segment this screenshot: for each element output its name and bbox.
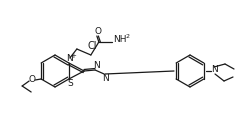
Text: O: O xyxy=(29,75,36,85)
Text: +: + xyxy=(70,53,76,59)
Text: N: N xyxy=(66,54,73,63)
Text: N: N xyxy=(93,61,100,70)
Text: −: − xyxy=(97,39,104,48)
Text: O: O xyxy=(94,27,101,37)
Text: Cl: Cl xyxy=(87,41,97,51)
Text: S: S xyxy=(67,78,73,87)
Text: NH: NH xyxy=(113,36,127,44)
Text: N: N xyxy=(102,74,108,83)
Text: N: N xyxy=(211,66,217,74)
Text: 2: 2 xyxy=(126,35,130,39)
